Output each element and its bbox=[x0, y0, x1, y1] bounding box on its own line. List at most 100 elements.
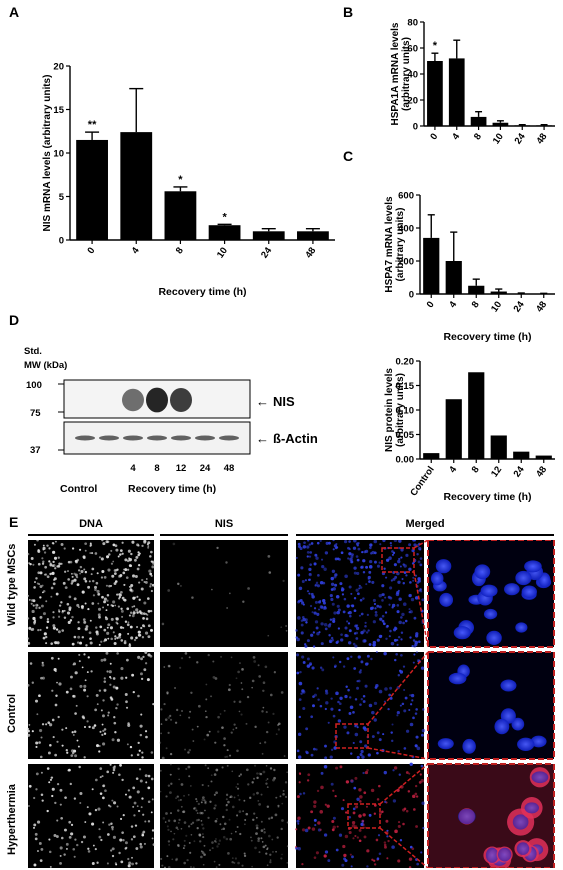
x-tick-label: 4 bbox=[130, 245, 142, 256]
y-tick-label: 20 bbox=[407, 96, 418, 107]
bar bbox=[120, 132, 153, 240]
bar bbox=[448, 58, 465, 126]
nis-band bbox=[170, 388, 192, 412]
actin-band bbox=[147, 435, 167, 441]
bar bbox=[423, 453, 440, 459]
y-axis-label: HSPA1A mRNA levels bbox=[390, 22, 401, 125]
x-tick-label: 4 bbox=[447, 464, 459, 475]
bar bbox=[490, 435, 507, 459]
y-tick-label: 10 bbox=[53, 149, 64, 160]
bar bbox=[445, 261, 462, 294]
x-tick-label: 0 bbox=[425, 299, 437, 310]
lane-12: 12 bbox=[176, 463, 187, 474]
x-tick-label: 8 bbox=[470, 299, 482, 310]
zoom-box bbox=[335, 723, 369, 749]
band-label-actin: ← ß-Actin bbox=[256, 431, 318, 446]
y-tick-label: 20 bbox=[53, 62, 64, 73]
x-tick-label: Control bbox=[408, 464, 436, 498]
x-axis-label: Recovery time (h) bbox=[443, 491, 531, 503]
actin-band bbox=[75, 435, 95, 441]
chart-a: 0 5 10 15 20 ** 0 4 * 8 * 10 24 48 Recovery time (h) NI… bbox=[42, 62, 335, 298]
x-tick-label: 48 bbox=[534, 299, 549, 314]
blot-recovery-label: Recovery time (h) bbox=[128, 483, 216, 495]
significance-mark: ** bbox=[88, 119, 97, 131]
x-tick-label: 8 bbox=[472, 131, 484, 142]
bar bbox=[445, 399, 462, 459]
panel-letter-c: C bbox=[343, 148, 354, 164]
x-tick-label: 24 bbox=[512, 299, 527, 315]
x-axis-label: Recovery time (h) bbox=[443, 331, 531, 343]
zoom-box bbox=[347, 803, 381, 829]
bar bbox=[164, 191, 197, 240]
micrograph bbox=[160, 540, 288, 647]
marker-37: 37 bbox=[30, 445, 41, 456]
x-tick-label: 4 bbox=[450, 131, 462, 142]
bar bbox=[536, 125, 552, 126]
mw-label: MW (kDa) bbox=[24, 360, 67, 371]
bar bbox=[492, 122, 509, 126]
x-tick-label: 8 bbox=[470, 464, 482, 475]
bar bbox=[468, 285, 485, 294]
actin-band bbox=[99, 435, 119, 441]
x-tick-label: 48 bbox=[534, 131, 549, 146]
marker-100: 100 bbox=[26, 380, 42, 391]
lane-24: 24 bbox=[200, 463, 211, 474]
panel-letter-e: E bbox=[9, 514, 19, 530]
y-axis-label: HSPA7 mRNA levels bbox=[384, 196, 395, 293]
x-tick-label: 0 bbox=[428, 131, 440, 142]
nis-band bbox=[122, 388, 144, 412]
col-bar-merged bbox=[296, 534, 554, 536]
bar bbox=[468, 372, 485, 459]
y-tick-label: 400 bbox=[398, 224, 414, 235]
y-tick-label: 600 bbox=[398, 191, 414, 202]
y-axis-label: (arbitrary units) bbox=[401, 37, 412, 111]
y-tick-label: 0.15 bbox=[396, 381, 415, 392]
x-tick-label: 12 bbox=[489, 464, 504, 479]
y-tick-label: 0.20 bbox=[396, 357, 415, 368]
col-bar-nis bbox=[160, 534, 288, 536]
x-tick-label: 10 bbox=[215, 245, 230, 260]
y-axis-label: (arbitrary units) bbox=[395, 208, 406, 282]
x-tick-label: 0 bbox=[85, 245, 97, 256]
y-tick-label: 80 bbox=[407, 18, 418, 29]
bar bbox=[535, 455, 552, 459]
bar bbox=[470, 116, 487, 126]
actin-band bbox=[123, 435, 143, 441]
bar bbox=[252, 231, 285, 240]
micrograph bbox=[28, 652, 154, 759]
y-axis-label: NIS protein levels bbox=[384, 368, 395, 452]
y-tick-label: 60 bbox=[407, 44, 418, 55]
zoom-box bbox=[381, 547, 415, 573]
y-tick-label: 0 bbox=[59, 236, 64, 247]
panel-letter-a: A bbox=[9, 4, 20, 20]
microscopy-grid bbox=[26, 540, 555, 868]
y-tick-label: 0.10 bbox=[396, 406, 415, 417]
panel-letter-b: B bbox=[343, 4, 354, 20]
bar bbox=[423, 237, 440, 294]
marker-75: 75 bbox=[30, 408, 41, 419]
actin-band bbox=[171, 435, 191, 441]
x-tick-label: 24 bbox=[512, 464, 527, 480]
col-label-dna: DNA bbox=[79, 518, 103, 530]
x-tick-label: 48 bbox=[534, 464, 549, 479]
y-tick-label: 0.05 bbox=[396, 430, 415, 441]
y-tick-label: 15 bbox=[53, 105, 64, 116]
bar bbox=[297, 231, 329, 240]
y-tick-label: 40 bbox=[407, 70, 418, 81]
blot-control-label: Control bbox=[60, 483, 97, 495]
x-tick-label: 10 bbox=[489, 299, 504, 314]
band-label-nis: ← NIS bbox=[256, 394, 295, 409]
x-tick-label: 48 bbox=[303, 245, 318, 260]
nis-band bbox=[146, 387, 168, 413]
y-axis-label: (arbitrary units) bbox=[395, 373, 406, 447]
lane-48: 48 bbox=[224, 463, 235, 474]
significance-mark: * bbox=[433, 40, 438, 52]
bar bbox=[76, 139, 108, 240]
y-tick-label: 0.00 bbox=[396, 455, 415, 466]
panel-letter-d: D bbox=[9, 312, 20, 328]
lane-8: 8 bbox=[154, 463, 159, 474]
bar bbox=[513, 451, 530, 459]
y-tick-label: 200 bbox=[398, 257, 414, 268]
